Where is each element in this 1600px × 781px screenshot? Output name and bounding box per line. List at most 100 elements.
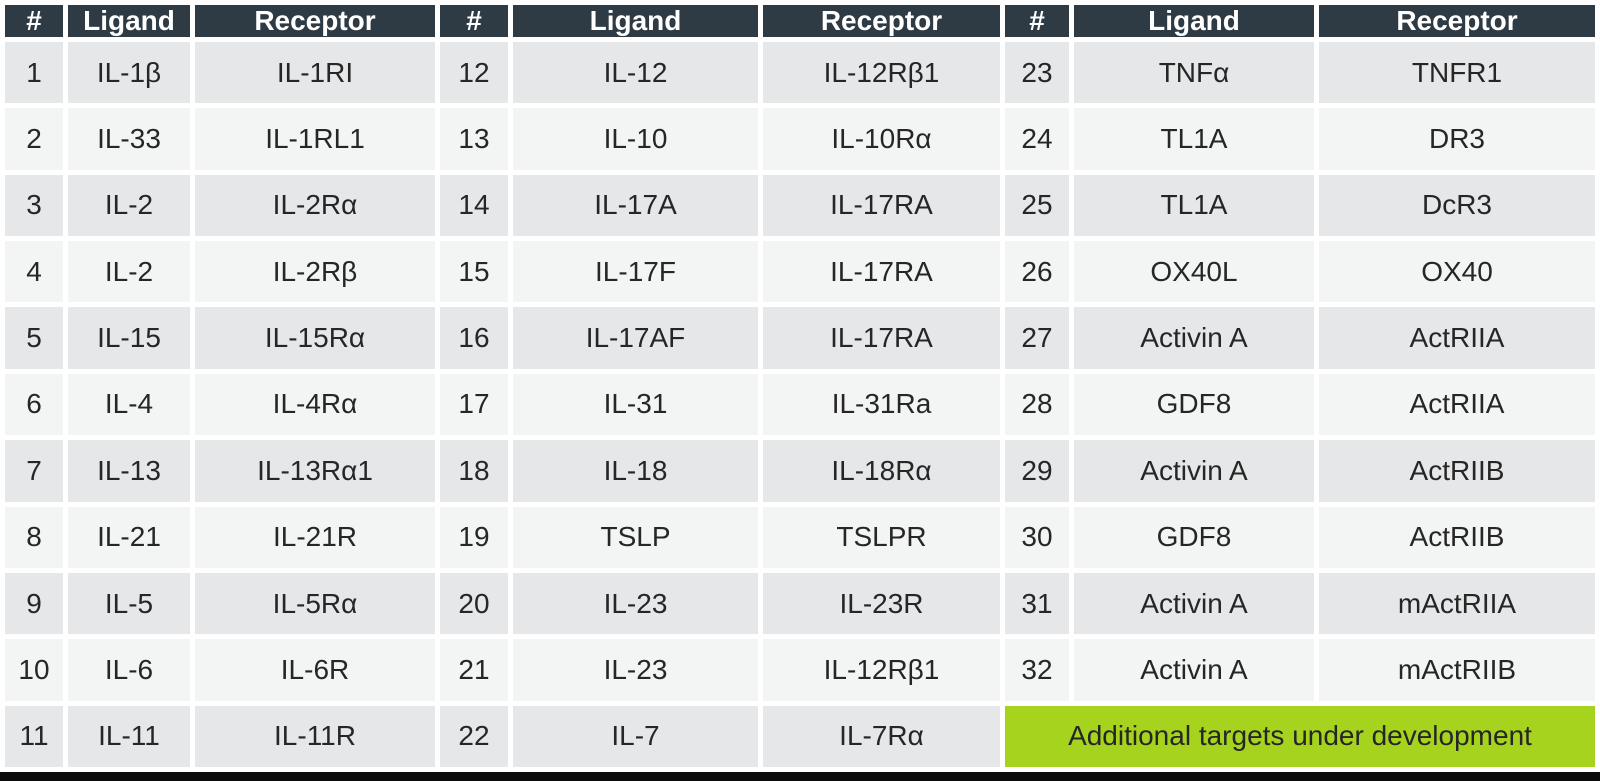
row-number-cell: 29	[1005, 440, 1069, 502]
row-number-cell: 27	[1005, 307, 1069, 369]
ligand-cell: IL-33	[68, 108, 190, 170]
row-number-cell: 8	[5, 506, 63, 568]
row-number-cell: 32	[1005, 639, 1069, 701]
receptor-cell: ActRIIB	[1319, 506, 1595, 568]
header-ligand-3: Ligand	[1074, 5, 1314, 37]
ligand-cell: IL-6	[68, 639, 190, 701]
ligand-cell: Activin A	[1074, 572, 1314, 635]
ligand-cell: IL-17F	[513, 241, 758, 303]
table-row: 11 IL-11 IL-11R 22 IL-7 IL-7Rα Additional targ…	[5, 705, 1595, 767]
row-number-cell: 3	[5, 174, 63, 237]
receptor-cell: IL-2Rβ	[195, 241, 435, 303]
row-number-cell: 21	[440, 639, 508, 701]
receptor-cell: IL-12Rβ1	[763, 639, 1000, 701]
row-number-cell: 30	[1005, 506, 1069, 568]
header-ligand-2: Ligand	[513, 5, 758, 37]
ligand-cell: TL1A	[1074, 108, 1314, 170]
table-row: 5 IL-15 IL-15Rα 16 IL-17AF IL-17RA 27 Activin A…	[5, 307, 1595, 369]
row-number-cell: 15	[440, 241, 508, 303]
header-number-2: #	[440, 5, 508, 37]
receptor-cell: IL-18Rα	[763, 440, 1000, 502]
ligand-cell: GDF8	[1074, 373, 1314, 436]
ligand-cell: IL-4	[68, 373, 190, 436]
table-row: 6 IL-4 IL-4Rα 17 IL-31 IL-31Ra 28 GDF8 ActRIIA	[5, 373, 1595, 436]
row-number-cell: 23	[1005, 42, 1069, 104]
receptor-cell: TNFR1	[1319, 42, 1595, 104]
ligand-cell: IL-2	[68, 241, 190, 303]
ligand-cell: IL-17AF	[513, 307, 758, 369]
receptor-cell: ActRIIB	[1319, 440, 1595, 502]
row-number-cell: 9	[5, 572, 63, 635]
header-receptor-1: Receptor	[195, 5, 435, 37]
row-number-cell: 6	[5, 373, 63, 436]
row-number-cell: 19	[440, 506, 508, 568]
ligand-cell: IL-18	[513, 440, 758, 502]
row-number-cell: 13	[440, 108, 508, 170]
row-number-cell: 1	[5, 42, 63, 104]
row-number-cell: 17	[440, 373, 508, 436]
row-number-cell: 14	[440, 174, 508, 237]
ligand-cell: TNFα	[1074, 42, 1314, 104]
row-number-cell: 4	[5, 241, 63, 303]
header-number-3: #	[1005, 5, 1069, 37]
table-body: 1 IL-1β IL-1RI 12 IL-12 IL-12Rβ1 23 TNFα TNFR1 2 I…	[5, 42, 1595, 767]
ligand-cell: IL-1β	[68, 42, 190, 104]
receptor-cell: IL-1RI	[195, 42, 435, 104]
receptor-cell: IL-23R	[763, 572, 1000, 635]
row-number-cell: 24	[1005, 108, 1069, 170]
ligand-cell: OX40L	[1074, 241, 1314, 303]
row-number-cell: 7	[5, 440, 63, 502]
row-number-cell: 25	[1005, 174, 1069, 237]
receptor-cell: ActRIIA	[1319, 373, 1595, 436]
receptor-cell: IL-15Rα	[195, 307, 435, 369]
receptor-cell: IL-4Rα	[195, 373, 435, 436]
ligand-cell: IL-23	[513, 639, 758, 701]
receptor-cell: IL-31Ra	[763, 373, 1000, 436]
ligand-cell: IL-31	[513, 373, 758, 436]
receptor-cell: IL-12Rβ1	[763, 42, 1000, 104]
ligand-cell: Activin A	[1074, 440, 1314, 502]
table-row: 1 IL-1β IL-1RI 12 IL-12 IL-12Rβ1 23 TNFα TNFR1	[5, 42, 1595, 104]
receptor-cell: ActRIIA	[1319, 307, 1595, 369]
receptor-cell: IL-7Rα	[763, 705, 1000, 767]
table-row: 3 IL-2 IL-2Rα 14 IL-17A IL-17RA 25 TL1A DcR3	[5, 174, 1595, 237]
ligand-cell: GDF8	[1074, 506, 1314, 568]
receptor-cell: DR3	[1319, 108, 1595, 170]
row-number-cell: 12	[440, 42, 508, 104]
ligand-cell: IL-13	[68, 440, 190, 502]
row-number-cell: 31	[1005, 572, 1069, 635]
row-number-cell: 18	[440, 440, 508, 502]
row-number-cell: 28	[1005, 373, 1069, 436]
receptor-cell: TSLPR	[763, 506, 1000, 568]
receptor-cell: mActRIIA	[1319, 572, 1595, 635]
ligand-cell: Activin A	[1074, 307, 1314, 369]
receptor-cell: DcR3	[1319, 174, 1595, 237]
row-number-cell: 26	[1005, 241, 1069, 303]
ligand-cell: IL-5	[68, 572, 190, 635]
row-number-cell: 16	[440, 307, 508, 369]
ligand-cell: TSLP	[513, 506, 758, 568]
ligand-cell: IL-10	[513, 108, 758, 170]
ligand-cell: TL1A	[1074, 174, 1314, 237]
receptor-cell: IL-1RL1	[195, 108, 435, 170]
ligand-cell: IL-15	[68, 307, 190, 369]
ligand-cell: IL-12	[513, 42, 758, 104]
receptor-cell: IL-6R	[195, 639, 435, 701]
row-number-cell: 22	[440, 705, 508, 767]
receptor-cell: IL-10Rα	[763, 108, 1000, 170]
ligand-cell: IL-2	[68, 174, 190, 237]
receptor-cell: OX40	[1319, 241, 1595, 303]
ligand-cell: IL-21	[68, 506, 190, 568]
receptor-cell: IL-5Rα	[195, 572, 435, 635]
receptor-cell: IL-13Rα1	[195, 440, 435, 502]
additional-targets-note: Additional targets under development	[1005, 705, 1595, 767]
header-row: # Ligand Receptor # Ligand Receptor # Li…	[5, 5, 1595, 37]
row-number-cell: 11	[5, 705, 63, 767]
table-row: 4 IL-2 IL-2Rβ 15 IL-17F IL-17RA 26 OX40L OX40	[5, 241, 1595, 303]
receptor-cell: mActRIIB	[1319, 639, 1595, 701]
